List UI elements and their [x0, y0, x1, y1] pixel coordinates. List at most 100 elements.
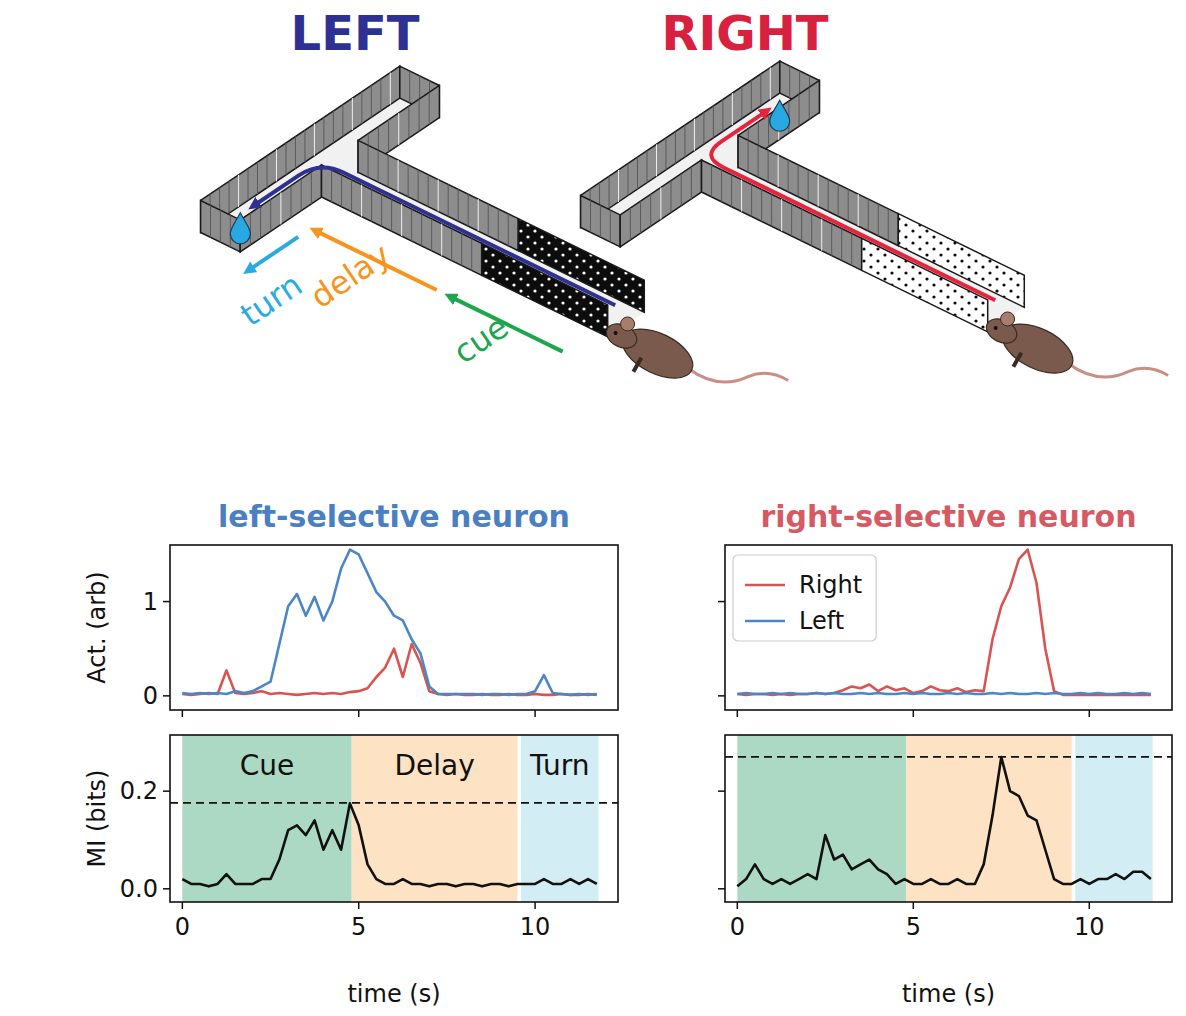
wall-stripe — [788, 160, 789, 192]
maze — [581, 61, 1169, 383]
plot-area — [170, 735, 618, 902]
mouse-eye — [614, 331, 618, 335]
x-tick — [358, 710, 360, 717]
wall-stripe — [418, 170, 419, 202]
threshold-line — [725, 756, 1172, 758]
wall-stripe — [640, 201, 641, 233]
wall-stripe — [781, 199, 782, 231]
wall-stripe — [809, 87, 810, 119]
plot-area — [182, 550, 596, 695]
panel-title: right-selective neuron — [760, 499, 1136, 534]
x-tick-label: 5 — [906, 913, 921, 941]
wall-stripe — [280, 192, 281, 224]
wall-stripe — [408, 165, 409, 197]
wall-stripe — [791, 204, 792, 236]
data-line — [182, 803, 596, 886]
y-tick — [718, 888, 725, 890]
wall-stripe — [711, 165, 712, 197]
y-tick-label: 0.0 — [120, 875, 158, 903]
wall-stripe — [600, 205, 601, 237]
data-line — [182, 644, 596, 695]
wall-stripe — [761, 189, 762, 221]
plot-frame — [725, 735, 1172, 902]
legend-swatch — [745, 584, 785, 587]
y-tick — [163, 790, 170, 792]
x-axis-title: time (s) — [902, 980, 995, 1008]
legend-swatch — [745, 620, 785, 623]
wall-stripe — [647, 151, 648, 183]
wall-stripe — [468, 194, 469, 226]
wall-stripe — [333, 111, 334, 143]
wall-stripe — [868, 199, 869, 231]
data-line — [737, 550, 1151, 695]
wall-stripe — [371, 189, 372, 221]
wall-stripe — [758, 145, 759, 177]
maze-wall — [240, 165, 321, 252]
x-tick — [737, 902, 739, 909]
wall-stripe — [257, 162, 258, 194]
wall-stripe — [409, 71, 410, 103]
x-tick — [182, 902, 184, 909]
wall-stripe — [285, 143, 286, 175]
wall-stripe — [311, 172, 312, 204]
wall-stripe — [828, 179, 829, 211]
y-axis-title: Act. (arb) — [83, 571, 111, 683]
water-drop — [770, 100, 790, 131]
x-tick — [182, 710, 184, 717]
chart-panel: 01Act. (arb)left-selective neuron — [83, 499, 618, 717]
wall-stripe — [438, 180, 439, 212]
y-tick — [163, 695, 170, 697]
phase-band — [906, 735, 1071, 902]
condition-title: LEFT — [291, 5, 420, 61]
wall-stripe — [838, 184, 839, 216]
wall-stripe — [630, 208, 631, 240]
wall-stripe — [301, 179, 302, 211]
wall-stripe — [342, 105, 343, 137]
wall-stripe — [390, 73, 391, 105]
x-tick — [358, 902, 360, 909]
wall-stripe — [888, 209, 889, 241]
wall-stripe — [428, 175, 429, 207]
phase-arrow-label: delay — [304, 235, 398, 315]
wall-stripe — [448, 184, 449, 216]
wall-stripe — [831, 224, 832, 256]
wall-stripe — [368, 145, 369, 177]
legend-box — [733, 555, 876, 641]
phase-arrow — [248, 237, 298, 271]
wall-stripe — [431, 219, 432, 251]
legend: RightLeft — [733, 555, 876, 641]
wall-stripe — [398, 113, 399, 145]
threshold-line — [170, 802, 618, 804]
wall-stripe — [248, 169, 249, 201]
wall-stripe — [331, 170, 332, 202]
wall-stripe — [220, 210, 221, 242]
wall-stripe — [276, 149, 277, 181]
mouse-leg — [633, 358, 641, 372]
phase-label: Cue — [240, 749, 295, 782]
wall-stripe — [713, 106, 714, 138]
wall-stripe — [808, 170, 809, 202]
wall-stripe — [304, 130, 305, 162]
wall-stripe — [351, 180, 352, 212]
wall-stripe — [681, 174, 682, 206]
wall-stripe — [451, 229, 452, 261]
mouse-ear — [621, 317, 635, 331]
maze-wall — [620, 160, 701, 247]
wall-stripe — [238, 175, 239, 207]
wall-stripe — [768, 115, 769, 147]
wall-stripe — [488, 204, 489, 236]
wall-stripe — [721, 170, 722, 202]
wall-stripe — [361, 185, 362, 217]
wall-stripe — [408, 106, 409, 138]
wall-stripe — [609, 176, 610, 208]
x-tick — [534, 710, 536, 717]
maze-wall — [862, 238, 988, 332]
data-line — [737, 757, 1151, 886]
wall-stripe — [291, 186, 292, 218]
wall-stripe — [878, 204, 879, 236]
wall-stripe — [751, 80, 752, 112]
maze-wall — [702, 160, 862, 270]
wall-stripe — [770, 68, 771, 100]
mouse-ear — [1001, 312, 1015, 326]
wall-stripe — [637, 157, 638, 189]
